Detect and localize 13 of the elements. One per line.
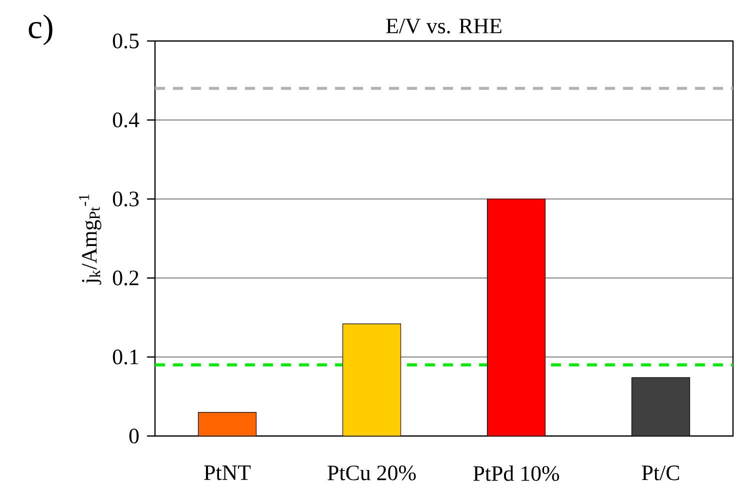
y-tick-label: 0.4: [112, 112, 140, 128]
x-tick-label: PtNT: [204, 466, 251, 480]
x-tick-label: Pt/C: [642, 466, 680, 480]
y-axis-title: j$_{k}$/Amg$_{Pt}$-1: [78, 194, 102, 285]
y-tick-label: 0.3: [112, 192, 139, 206]
text: c): [28, 14, 52, 46]
y-tick-label: 0.5: [112, 34, 139, 48]
y-tick-label: 0.2: [112, 270, 138, 286]
x-tick-label: PtCu 20%: [328, 466, 416, 480]
y-tick-label: 0.1: [112, 350, 138, 364]
x-tick-label: PtPd 10%: [473, 466, 560, 481]
chart-title: E/V vs. RHE: [386, 18, 502, 34]
y-tick-label: 0: [129, 428, 139, 444]
